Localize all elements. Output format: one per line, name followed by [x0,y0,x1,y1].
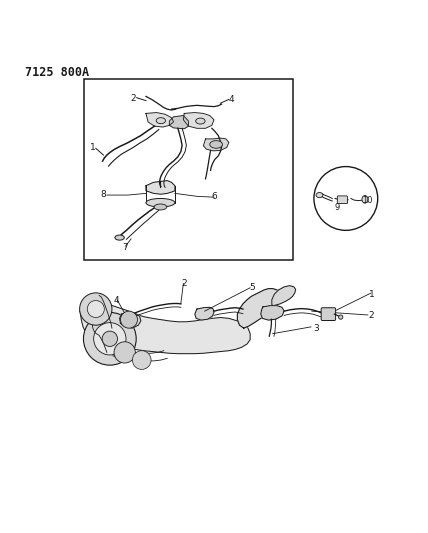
Text: 7125 800A: 7125 800A [25,66,89,79]
Text: 1: 1 [90,143,96,152]
Text: 10: 10 [362,196,372,205]
Text: 3: 3 [313,324,319,333]
Text: 4: 4 [113,296,119,305]
Circle shape [114,342,135,363]
Ellipse shape [115,235,124,240]
Circle shape [120,311,137,328]
Polygon shape [80,301,250,354]
FancyBboxPatch shape [321,308,336,320]
Polygon shape [169,116,188,129]
Ellipse shape [146,198,175,207]
Ellipse shape [156,118,166,124]
Text: 9: 9 [335,203,340,212]
Ellipse shape [316,192,323,198]
Text: 8: 8 [101,190,106,199]
Polygon shape [272,286,296,305]
Text: 7: 7 [122,243,128,252]
Ellipse shape [196,118,205,124]
Polygon shape [203,138,229,151]
Circle shape [83,312,136,365]
Circle shape [94,322,126,355]
Ellipse shape [339,315,343,319]
FancyBboxPatch shape [337,196,348,204]
Bar [84,79,293,260]
Text: 2: 2 [131,94,136,103]
Polygon shape [195,308,214,320]
Polygon shape [119,312,141,328]
Text: 5: 5 [250,283,255,292]
Polygon shape [261,305,284,320]
Ellipse shape [210,141,223,148]
Polygon shape [146,181,175,194]
Circle shape [87,301,104,318]
Text: 2: 2 [369,311,374,320]
Circle shape [102,331,117,346]
Polygon shape [146,112,174,127]
Polygon shape [238,288,281,328]
Polygon shape [183,112,214,128]
Text: 4: 4 [228,95,234,104]
Text: 6: 6 [211,192,217,201]
Text: 1: 1 [369,289,374,298]
Circle shape [132,351,151,369]
Ellipse shape [362,196,368,203]
Circle shape [314,167,378,230]
Text: 2: 2 [181,279,187,288]
Ellipse shape [154,204,167,210]
Circle shape [80,293,112,325]
